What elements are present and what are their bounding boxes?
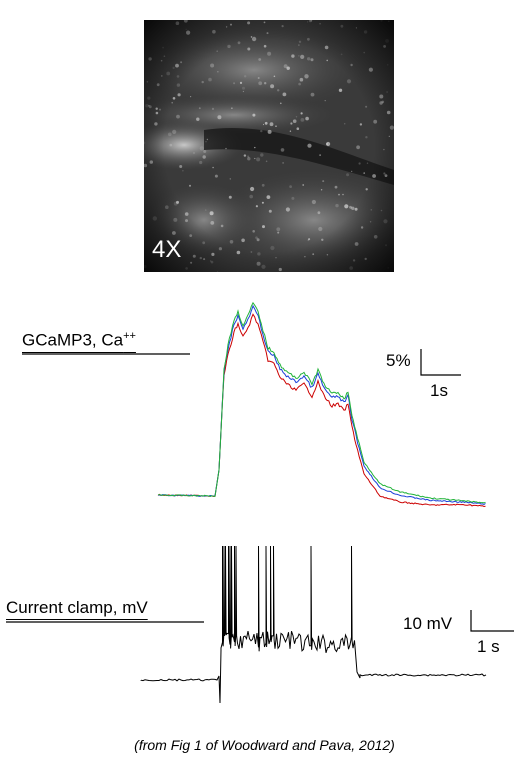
calcium-trace-label: GCaMP3, Ca++	[22, 330, 136, 351]
voltage-scale-bar	[470, 610, 514, 632]
voltage-scale-x-label: 1 s	[477, 637, 500, 656]
calcium-scale-bar	[420, 349, 461, 376]
voltage-trace	[140, 545, 487, 704]
calcium-label-superscript: ++	[123, 330, 136, 342]
calcium-label-text: GCaMP3, Ca	[22, 330, 124, 350]
calcium-trace-green	[157, 301, 486, 504]
voltage-scale-y-label: 10 mV	[403, 614, 453, 633]
voltage-trace-label: Current clamp, mV	[6, 598, 148, 617]
figure-caption: (from Fig 1 of Woodward and Pava, 2012)	[134, 737, 395, 753]
fluorescence-micrograph: 4X	[144, 20, 394, 272]
calcium-trace-red	[157, 313, 486, 508]
magnification-label: 4X	[152, 236, 182, 263]
calcium-scale-y-label: 5%	[386, 351, 411, 370]
calcium-scale-x-label: 1s	[430, 381, 448, 400]
calcium-trace-blue	[157, 304, 486, 505]
micrograph-image	[144, 20, 394, 272]
